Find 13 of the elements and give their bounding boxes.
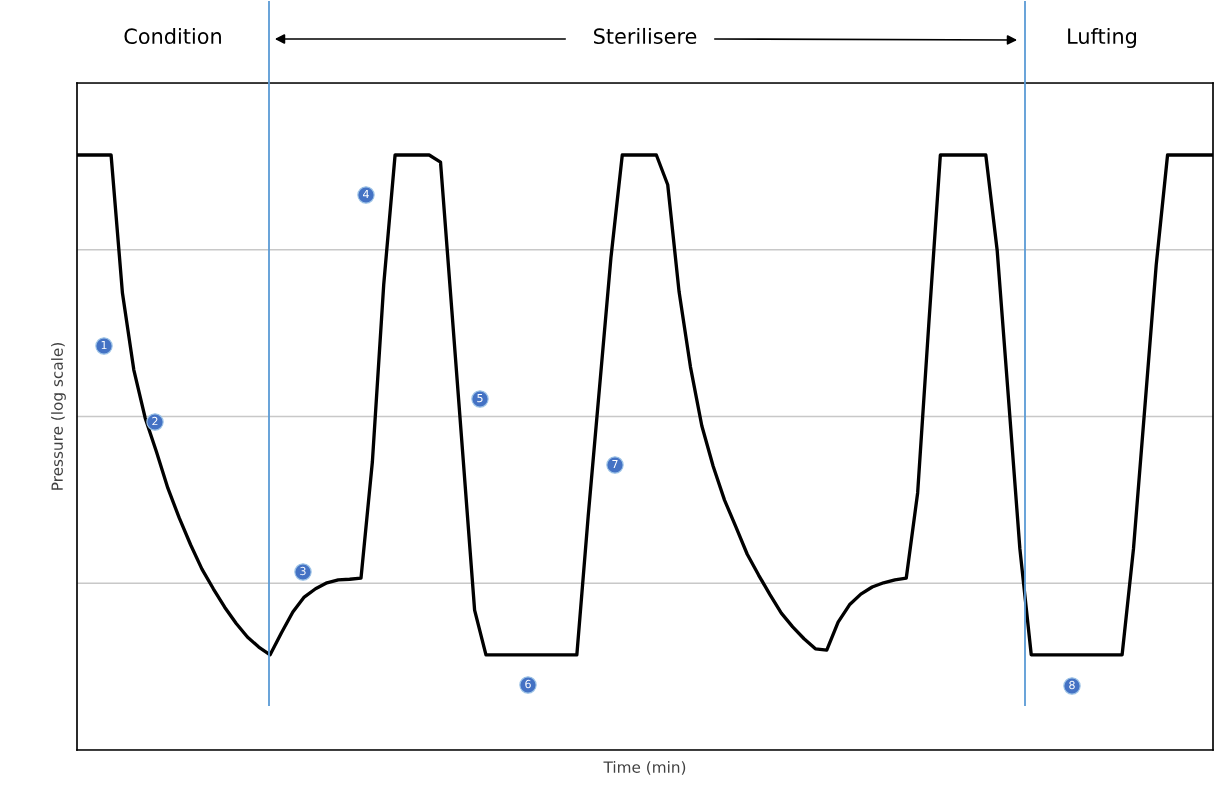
y-axis-title: Pressure (log scale) bbox=[51, 343, 66, 490]
text: Lufting bbox=[1068, 27, 1137, 49]
annotation: 2 bbox=[152, 416, 158, 426]
annotation: 4 bbox=[363, 189, 369, 199]
annotation: 5 bbox=[477, 393, 483, 403]
annotation: 7 bbox=[612, 459, 618, 469]
text: Sterilisere bbox=[594, 27, 697, 45]
text: Condition bbox=[124, 27, 221, 45]
x-axis-title: Time (min) bbox=[603, 761, 686, 775]
annotation: 6 bbox=[525, 679, 531, 689]
annotation: 8 bbox=[1069, 680, 1075, 690]
annotation: 3 bbox=[300, 566, 306, 576]
annotation: 1 bbox=[101, 340, 107, 350]
